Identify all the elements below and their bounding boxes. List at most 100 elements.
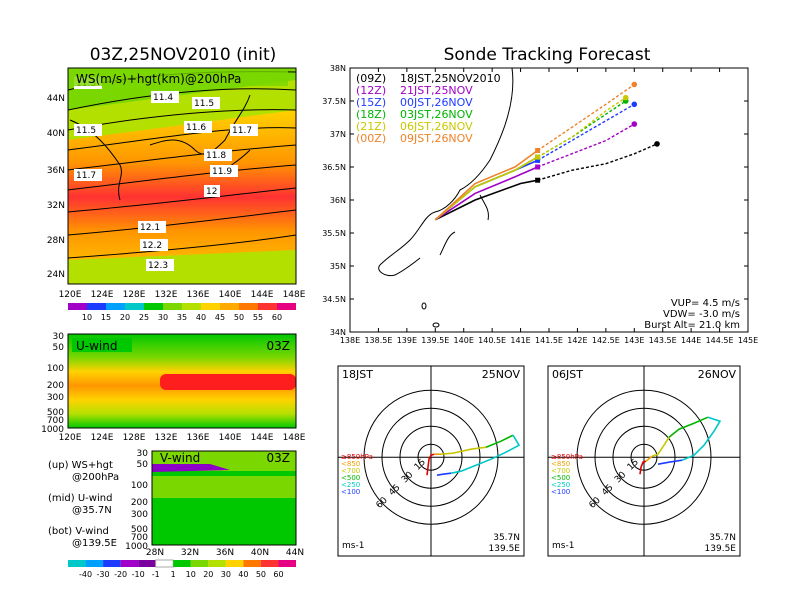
pressure-tick-label: 50 <box>137 460 149 470</box>
lat-tick-label: 37N <box>330 130 346 139</box>
pressure-tick-label: 700 <box>131 533 148 543</box>
colorbar-label: 10 <box>186 570 196 579</box>
svg-text:11.5: 11.5 <box>194 99 214 109</box>
island <box>421 302 427 310</box>
v-wind-title: V-wind <box>160 451 200 465</box>
colorbar-label: -40 <box>79 570 92 579</box>
lon-tick-label: 140E <box>219 290 242 300</box>
colorbar-swatch <box>68 303 87 310</box>
lon-tick-label: 132E <box>155 433 178 443</box>
note-line: (up) WS+hgt <box>48 460 113 471</box>
landing-marker <box>631 121 638 127</box>
pressure-tick-label: 1000 <box>41 425 64 435</box>
colorbar-swatch <box>220 303 239 310</box>
colorbar-swatch <box>163 303 182 310</box>
lon-tick-label: 143E <box>624 336 644 345</box>
pressure-tick-label: 200 <box>47 381 64 391</box>
colorbar-swatch <box>173 560 191 567</box>
lon-tick-label: 136E <box>187 290 210 300</box>
svg-text:12: 12 <box>206 187 217 197</box>
colorbar-label: 50 <box>256 570 266 579</box>
u-wind-frame <box>67 333 297 429</box>
track-line-ascent <box>434 179 538 221</box>
ring-label: 15 <box>413 457 428 472</box>
colorbar-swatch <box>155 559 174 568</box>
track-line-descent <box>537 97 627 158</box>
svg-text:12.1: 12.1 <box>140 223 160 233</box>
hodograph-trace <box>440 446 487 455</box>
lon-tick-label: 124E <box>91 290 114 300</box>
colorbar-swatch <box>125 303 144 310</box>
pressure-legend-item: <250 <box>551 481 570 489</box>
v-wind-lat-labels: 28N 32N 36N 40N 44N <box>146 548 304 558</box>
lon-tick-label: 140E <box>219 433 242 443</box>
lon-tick-label: 140.5E <box>478 336 506 345</box>
pressure-legend-item: <700 <box>551 467 570 475</box>
u-wind-jet-core <box>160 374 296 390</box>
lon-tick-label: 141E <box>510 336 530 345</box>
colorbar-label: 40 <box>196 313 206 322</box>
lon-tick-label: 139.5E <box>421 336 449 345</box>
hodograph-frame <box>547 365 741 557</box>
lon-tick-label: 132E <box>155 290 178 300</box>
lon-tick-label: 145E <box>738 336 758 345</box>
svg-text:12.2: 12.2 <box>142 241 162 251</box>
contour-label: 11.8 <box>204 149 232 161</box>
v-wind-colorbar: -40 -30 -20 -10 -1 1 10 20 30 40 50 60 <box>68 559 296 579</box>
legend-code: (09Z) <box>356 72 386 85</box>
track-line-descent <box>537 83 635 152</box>
pressure-legend-item: <700 <box>341 467 360 475</box>
field-label-bg <box>72 70 288 86</box>
hodograph-time: 06JST <box>552 368 583 381</box>
hodograph-trace <box>651 436 670 457</box>
svg-text:11.7: 11.7 <box>76 171 96 181</box>
map-frame <box>67 67 297 285</box>
contour-label: 12.2 <box>140 239 168 251</box>
colorbar-swatch <box>190 560 209 567</box>
hodograph-lon: 139.5E <box>489 544 521 554</box>
colorbar-swatch <box>278 560 296 567</box>
contour-label: 11.7 <box>230 124 258 136</box>
landing-marker <box>622 94 629 101</box>
map-band-south <box>68 250 296 284</box>
svg-text:11.5: 11.5 <box>76 126 96 136</box>
hodograph-lat: 35.7N <box>709 533 736 543</box>
colorbar-swatch <box>182 303 201 310</box>
legend-code: (12Z) <box>356 84 386 97</box>
legend-time: 06JST,26NOV <box>400 120 473 133</box>
legend-time: 09JST,26NOV <box>400 132 473 145</box>
pressure-tick-label: 300 <box>131 510 148 520</box>
hodograph-time: 18JST <box>342 368 373 381</box>
hodograph-date: 25NOV <box>482 368 521 381</box>
legend-code: (18Z) <box>356 108 386 121</box>
sonde-param: VDW= -3.0 m/s <box>663 309 740 320</box>
v-wind-frame <box>151 450 297 546</box>
track-frame <box>349 67 749 333</box>
lon-tick-label: 142.5E <box>592 336 620 345</box>
lon-tick-label: 139E <box>397 336 417 345</box>
u-wind-time: 03Z <box>267 339 291 353</box>
lon-tick-label: 120E <box>59 290 82 300</box>
v-wind-mid-band <box>152 476 296 498</box>
legend-code: (00Z) <box>356 132 386 145</box>
hodograph-lat: 35.7N <box>493 533 520 543</box>
colorbar-swatch <box>208 560 226 567</box>
hodograph-units: ms-1 <box>342 541 364 551</box>
lat-tick-label: 40N <box>251 548 269 558</box>
pressure-legend-item: <850 <box>341 460 360 468</box>
legend-time: 00JST,26NOV <box>400 96 473 109</box>
lat-tick-label: 38N <box>330 64 346 73</box>
track-map: Sonde Tracking Forecast (09Z) 18JST,25NOV… <box>322 45 758 345</box>
lon-tick-label: 148E <box>283 433 306 443</box>
ws-hgt-map: 03Z,25NOV2010 (init) 11.311.411.511.511.… <box>47 45 306 322</box>
u-wind-lon-labels: 120E 124E 128E 132E 136E 140E 144E 148E <box>59 433 306 443</box>
burst-marker <box>535 177 541 183</box>
legend-code: (15Z) <box>356 96 386 109</box>
pressure-tick-label: 30 <box>137 449 149 459</box>
contour-label: 11.5 <box>74 124 102 136</box>
pressure-legend-item: <100 <box>551 488 570 496</box>
lat-tick-label: 36N <box>47 166 65 176</box>
track-series <box>434 81 660 221</box>
